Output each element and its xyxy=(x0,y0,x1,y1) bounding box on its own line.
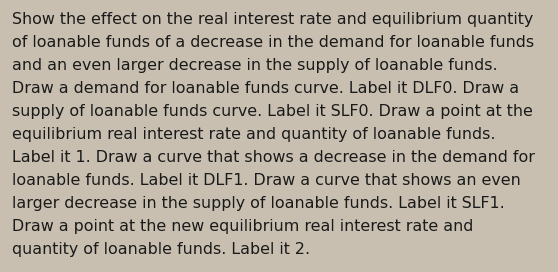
Text: and an even larger decrease in the supply of loanable funds.: and an even larger decrease in the suppl… xyxy=(12,58,498,73)
Text: quantity of loanable funds. Label it 2.: quantity of loanable funds. Label it 2. xyxy=(12,242,310,257)
Text: loanable funds. Label it DLF1. Draw a curve that shows an even: loanable funds. Label it DLF1. Draw a cu… xyxy=(12,173,521,188)
Text: Label it 1. Draw a curve that shows a decrease in the demand for: Label it 1. Draw a curve that shows a de… xyxy=(12,150,535,165)
Text: equilibrium real interest rate and quantity of loanable funds.: equilibrium real interest rate and quant… xyxy=(12,127,496,142)
Text: Show the effect on the real interest rate and equilibrium quantity: Show the effect on the real interest rat… xyxy=(12,12,533,27)
Text: Draw a demand for loanable funds curve. Label it DLF0. Draw a: Draw a demand for loanable funds curve. … xyxy=(12,81,519,96)
Text: supply of loanable funds curve. Label it SLF0. Draw a point at the: supply of loanable funds curve. Label it… xyxy=(12,104,533,119)
Text: larger decrease in the supply of loanable funds. Label it SLF1.: larger decrease in the supply of loanabl… xyxy=(12,196,505,211)
Text: of loanable funds of a decrease in the demand for loanable funds: of loanable funds of a decrease in the d… xyxy=(12,35,535,50)
Text: Draw a point at the new equilibrium real interest rate and: Draw a point at the new equilibrium real… xyxy=(12,219,474,234)
